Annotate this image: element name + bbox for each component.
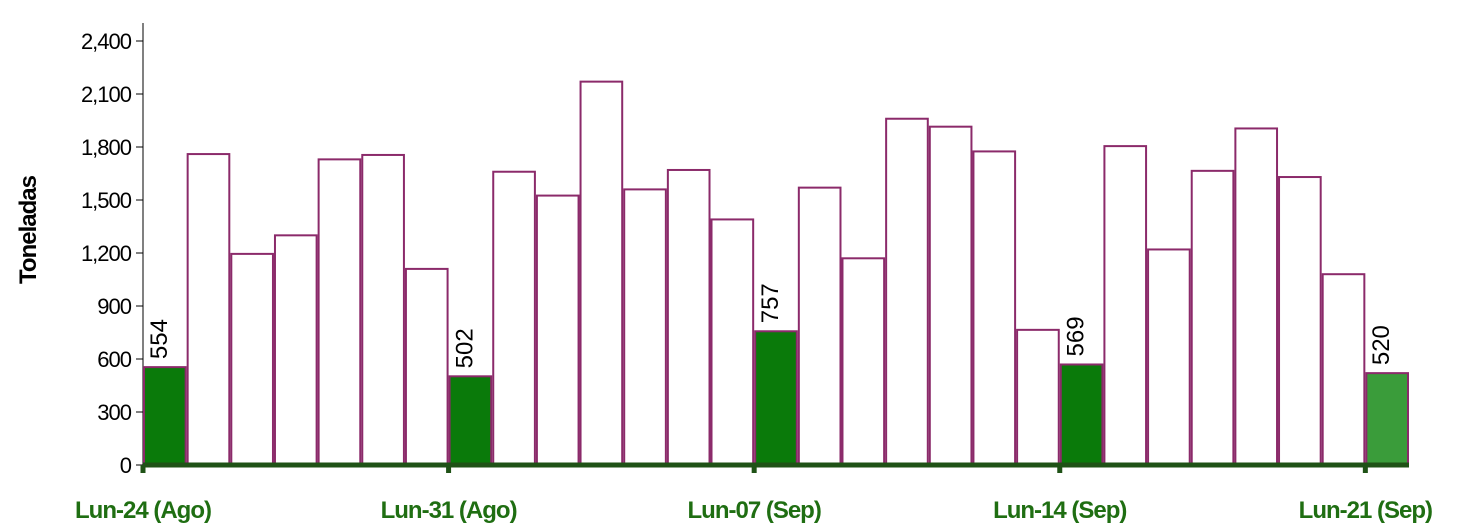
bar: [535, 194, 580, 466]
bar-highlighted: [754, 330, 798, 466]
y-tick-label: 2,100: [81, 82, 132, 107]
y-tick-label: 2,400: [81, 29, 132, 54]
y-tick-label: 600: [97, 347, 131, 372]
x-tick-label: Lun-14 (Sep): [993, 497, 1126, 524]
bar: [666, 168, 711, 466]
x-tick-label: Lun-21 (Sep): [1299, 497, 1432, 524]
bar-highlighted: [1365, 372, 1410, 466]
x-tick-label: Lun-31 (Ago): [381, 497, 517, 524]
bar: [1103, 145, 1148, 466]
y-axis: 0 300 600 900 1,200 1,500 1,800 2,100 2,400: [81, 23, 144, 478]
bar: [1321, 273, 1366, 467]
data-label: 757: [757, 283, 784, 323]
y-tick-label: 0: [120, 453, 132, 478]
bar: [928, 125, 973, 467]
bar: [361, 153, 405, 466]
x-tick-label: Lun-24 (Ago): [75, 497, 211, 524]
bar: [1278, 176, 1322, 467]
x-tick-label: Lun-07 (Sep): [688, 497, 821, 524]
bar: [404, 267, 449, 466]
y-tick-label: 1,800: [81, 135, 132, 160]
data-label: 569: [1063, 316, 1090, 356]
bar: [885, 117, 929, 466]
bar: [1234, 127, 1279, 466]
bar: [972, 150, 1017, 467]
bar: [230, 252, 274, 466]
bar-highlighted: [1059, 363, 1104, 466]
bars: [143, 80, 1410, 467]
bar: [710, 218, 755, 466]
bar-highlighted: [448, 375, 493, 466]
bar: [317, 158, 362, 466]
bar: [579, 80, 624, 466]
data-labels: 554 502 757 569 520: [146, 283, 1395, 368]
data-label: 520: [1368, 325, 1395, 365]
x-axis: Lun-24 (Ago) Lun-31 (Ago) Lun-07 (Sep) Lun-…: [75, 462, 1433, 524]
data-label: 502: [451, 328, 478, 368]
bar: [492, 170, 536, 466]
bar: [841, 257, 886, 466]
y-tick-label: 1,200: [81, 241, 132, 266]
bar: [623, 188, 667, 466]
y-tick-label: 900: [97, 294, 131, 319]
y-tick-label: 1,500: [81, 188, 132, 213]
bar: [273, 234, 318, 466]
bar: [1190, 169, 1235, 466]
bar-highlighted: [143, 366, 187, 467]
bar: [797, 186, 842, 466]
bar: [186, 153, 231, 466]
bar: [1016, 328, 1060, 466]
y-tick-label: 300: [97, 400, 131, 425]
data-label: 554: [146, 319, 173, 359]
y-axis-label: Toneladas: [15, 175, 42, 284]
bar: [1147, 248, 1191, 466]
